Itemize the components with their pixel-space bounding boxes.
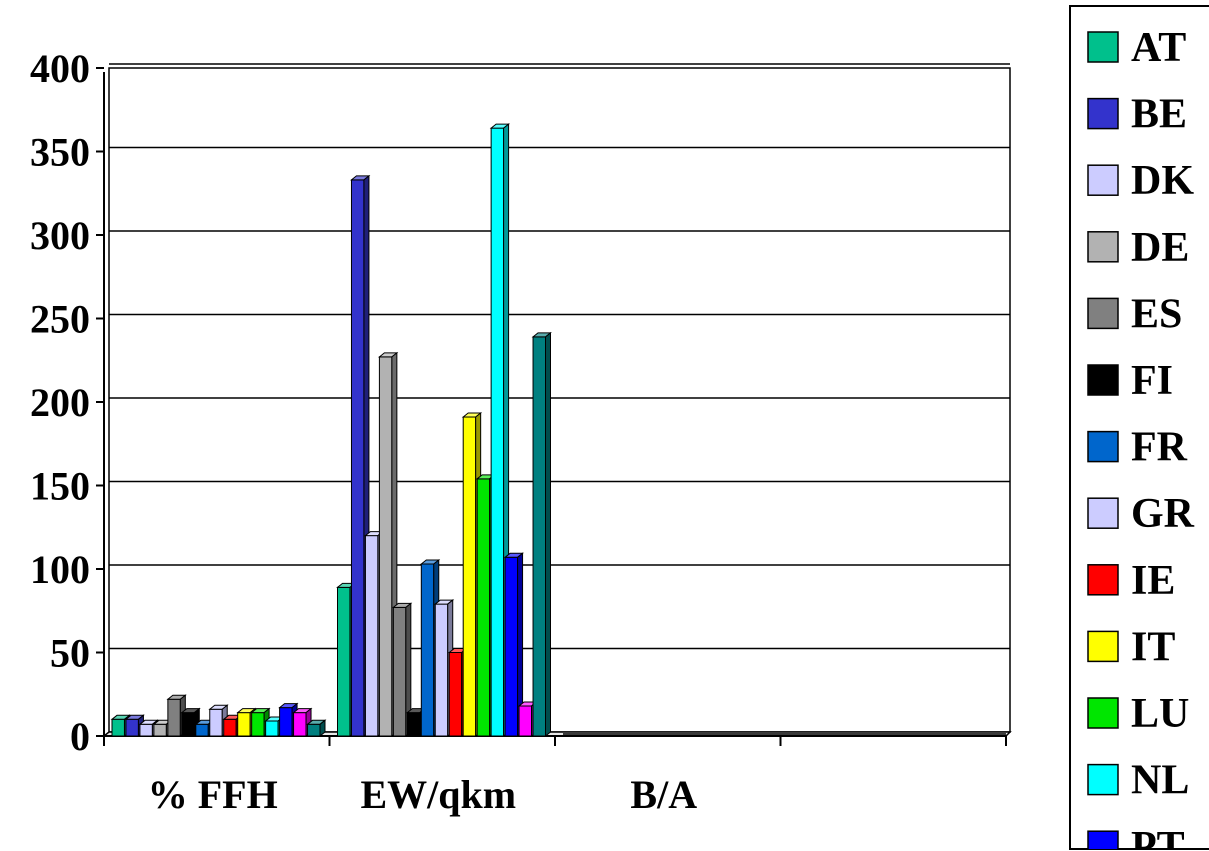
legend-swatch [1087,364,1119,396]
bar-front [181,712,195,737]
bar-front [392,606,407,737]
legend-label: IE [1131,558,1175,604]
legend-swatch [1087,697,1119,729]
y-tick-label: 150 [30,464,90,509]
bar-front [265,720,279,737]
bar-front [279,707,293,737]
bar-front [462,416,477,737]
y-tick-label: 350 [30,130,90,175]
y-tick-label: 200 [30,380,90,425]
bar-front [448,652,463,737]
bar-front [111,718,125,737]
legend-items: AT BE DK DE ES FI FR GR IE IT LU NL PT [1087,25,1195,851]
legend-label: LU [1131,691,1189,737]
y-tick-label: 400 [30,46,90,91]
bar-front [237,712,251,737]
y-tick-label: 250 [30,297,90,342]
legend-swatch [1087,830,1119,849]
bar-front [518,705,533,737]
category-label: EW/qkm [360,772,516,817]
legend-swatch [1087,497,1119,529]
legend-swatch [1087,31,1119,63]
legend-label: FI [1131,358,1173,404]
category-label: % FFH [148,772,278,817]
bar-side [319,719,326,738]
bar-front [209,708,223,737]
bar-front [251,712,265,737]
bar-front [476,478,491,737]
bar-front [139,723,153,737]
legend-label: NL [1131,758,1189,804]
legend: AT BE DK DE ES FI FR GR IE IT LU NL PT [1069,5,1209,851]
y-tick-label: 50 [50,631,90,676]
legend-label: IT [1131,624,1175,670]
legend-swatch [1087,164,1119,196]
legend-swatch [1087,231,1119,263]
bar-front [293,712,307,737]
legend-label: BE [1131,92,1187,138]
bar [503,552,524,738]
legend-swatch [1087,763,1119,796]
bar-front [504,556,519,737]
y-tick-label: 100 [30,547,90,592]
bar [531,331,552,738]
bar-front [434,603,449,737]
bar-front [364,535,379,737]
legend-label: DK [1131,158,1194,204]
legend-swatch [1087,97,1119,130]
bar-front [420,563,435,737]
legend-label: FR [1131,425,1188,471]
bar [306,719,327,738]
bar-front [337,586,351,737]
category-label: B/A [630,772,697,817]
y-tick-label: 300 [30,213,90,258]
bar-front [532,336,546,737]
bar-front [195,723,209,737]
y-tick-label: 0 [70,714,90,759]
plot-area [108,67,1011,733]
legend-label: AT [1131,25,1186,71]
legend-swatch [1087,297,1119,330]
bar-front [350,179,365,737]
bar-front [153,723,167,737]
legend-label: ES [1131,291,1182,337]
bar-front [307,723,321,737]
bar-front [167,698,181,737]
bar-front [378,356,393,737]
bar-front [125,718,139,737]
bar-front [490,127,505,737]
bar-side [545,331,551,738]
legend-label: DE [1131,225,1189,271]
bar [433,599,455,738]
bar-front [223,718,237,737]
legend-swatch [1087,430,1119,463]
legend-label: GR [1131,491,1195,537]
legend-swatch [1087,564,1119,596]
legend-label: PT [1131,824,1185,851]
bar-front [406,712,421,737]
legend-swatch [1087,630,1119,663]
